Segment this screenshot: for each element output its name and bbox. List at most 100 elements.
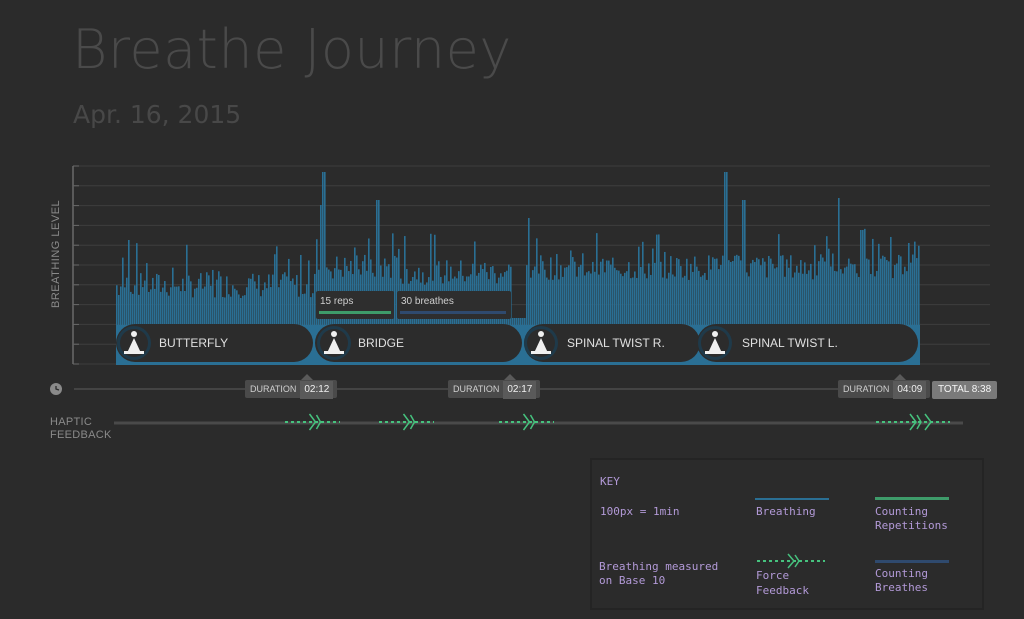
breathing-bar: [308, 260, 310, 325]
breathing-bar: [676, 258, 678, 325]
breathing-bar: [520, 318, 522, 325]
breathing-bar: [592, 261, 594, 325]
clock-icon: [50, 383, 62, 395]
breathing-bar: [678, 259, 680, 325]
breathing-bar: [522, 318, 524, 325]
breathing-bar: [848, 258, 850, 325]
breathing-bar: [200, 273, 202, 325]
breathing-bar: [900, 256, 902, 325]
breathing-bar: [538, 273, 540, 325]
breathes-counter-label: 30 breathes: [401, 296, 454, 307]
breathing-bar: [268, 274, 270, 325]
phase-segment: [524, 324, 700, 362]
breathing-bar: [910, 262, 912, 325]
breathing-bar: [392, 233, 394, 325]
breathing-bar: [648, 263, 650, 325]
breathing-bar: [532, 270, 534, 325]
breathing-bar: [650, 274, 652, 325]
force-feedback-icon: [379, 413, 434, 431]
breathing-bar: [852, 264, 854, 325]
breathing-bar: [796, 265, 798, 325]
breathing-bar: [916, 258, 918, 325]
breathing-bar: [124, 287, 126, 325]
breathing-bar: [530, 277, 532, 325]
breathing-bar: [394, 255, 396, 325]
breathing-bar: [672, 274, 674, 325]
breathing-bar: [606, 260, 608, 325]
breathing-bar: [856, 273, 858, 325]
breathing-bar: [794, 272, 796, 325]
breathing-bar: [692, 271, 694, 325]
breathing-bar: [594, 271, 596, 325]
breathing-bar: [282, 274, 284, 325]
breathing-bar: [602, 258, 604, 325]
breathing-bar: [240, 297, 242, 325]
breathing-bar: [474, 241, 476, 325]
breathing-bar: [658, 234, 660, 325]
breathing-bar: [712, 257, 714, 325]
breathing-bar: [772, 263, 774, 325]
breathing-bar: [684, 275, 686, 325]
breathing-bar: [754, 262, 756, 325]
breathing-bar: [604, 272, 606, 325]
breathing-bar: [554, 275, 556, 325]
breathing-bar: [172, 267, 174, 325]
breathing-bar: [768, 255, 770, 325]
breathing-bar: [396, 257, 398, 325]
breathing-bar: [854, 264, 856, 325]
breathing-bar: [578, 266, 580, 325]
breathing-bar: [868, 259, 870, 325]
breathing-bar: [208, 275, 210, 325]
breathing-bar: [160, 291, 162, 325]
counter-boxes: [316, 291, 511, 319]
breathing-bar: [742, 200, 744, 325]
breathing-bar: [376, 200, 378, 325]
breathing-bar: [276, 246, 278, 325]
breathing-bar: [562, 276, 564, 325]
phase-label-spinal-twist-left: SPINAL TWIST L.: [742, 336, 838, 350]
breathing-bar: [842, 273, 844, 325]
breathing-bar: [236, 290, 238, 325]
breathing-bar: [814, 245, 816, 325]
breathing-bar: [718, 269, 720, 325]
breathing-bar: [258, 275, 260, 325]
breathing-bar: [884, 256, 886, 325]
breathing-bar: [660, 261, 662, 325]
breathing-bar: [804, 262, 806, 325]
breathing-bar: [584, 275, 586, 325]
breathing-bar: [230, 296, 232, 325]
duration-value: 04:09: [893, 381, 927, 399]
bridge-pose-icon: [317, 326, 351, 360]
breathing-bar: [336, 256, 338, 325]
breathing-bar: [250, 278, 252, 325]
breathing-bar: [560, 265, 562, 325]
breathing-bar: [774, 268, 776, 325]
breathing-bar: [590, 273, 592, 325]
key-breathes-line1: Counting: [875, 567, 928, 580]
breathing-bar: [214, 297, 216, 325]
breathing-bar: [314, 273, 316, 325]
breathing-bar: [780, 255, 782, 325]
key-force-line2: Feedback: [756, 584, 809, 597]
breathing-bar: [704, 272, 706, 325]
breathing-bar: [518, 318, 520, 325]
breathing-bar: [912, 254, 914, 325]
breathing-bar: [760, 265, 762, 325]
breathing-bar: [904, 266, 906, 325]
breathing-bar: [542, 261, 544, 325]
key-reps-line1: Counting: [875, 505, 928, 518]
breathing-bar: [872, 238, 874, 325]
breathing-bar: [644, 273, 646, 325]
breathing-bar: [572, 257, 574, 325]
breathing-bar: [248, 278, 250, 325]
breathing-bar: [122, 257, 124, 325]
breathing-bar: [216, 279, 218, 325]
breathing-bar: [226, 276, 228, 325]
breathing-bar: [680, 266, 682, 325]
breathing-bar: [776, 267, 778, 325]
breathing-bar: [906, 271, 908, 325]
breathing-bar: [274, 254, 276, 325]
breathing-bar: [890, 236, 892, 325]
breathing-bar: [378, 200, 380, 325]
duration-badge: DURATION 02:12: [245, 374, 338, 399]
